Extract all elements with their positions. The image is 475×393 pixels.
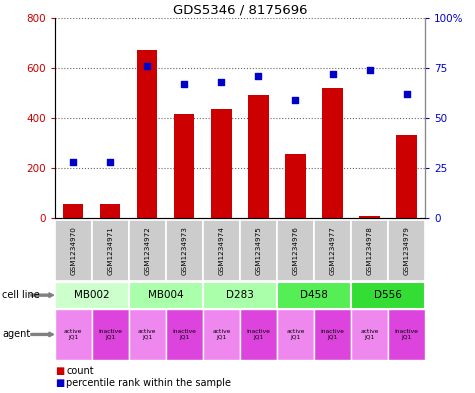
Text: count: count — [66, 366, 94, 376]
Point — [403, 91, 410, 97]
Text: GSM1234971: GSM1234971 — [107, 226, 113, 275]
Point — [106, 159, 114, 165]
Text: MB004: MB004 — [148, 290, 184, 300]
Text: inactive
JQ1: inactive JQ1 — [247, 329, 270, 340]
Text: active
JQ1: active JQ1 — [64, 329, 82, 340]
Bar — [277, 220, 314, 281]
Text: D556: D556 — [374, 290, 402, 300]
Text: MB002: MB002 — [74, 290, 109, 300]
Text: GSM1234976: GSM1234976 — [293, 226, 298, 275]
Bar — [137, 50, 157, 218]
Text: percentile rank within the sample: percentile rank within the sample — [66, 378, 231, 388]
Point — [143, 62, 151, 69]
Bar — [285, 154, 305, 218]
Bar — [166, 220, 203, 281]
Bar — [100, 204, 120, 218]
Point — [180, 81, 188, 87]
Bar — [203, 220, 240, 281]
Bar — [314, 220, 351, 281]
Bar — [55, 220, 92, 281]
Bar — [203, 309, 240, 360]
Point — [366, 67, 373, 73]
Text: GSM1234979: GSM1234979 — [404, 226, 409, 275]
Point — [292, 97, 299, 103]
Bar — [55, 282, 129, 309]
Bar — [166, 309, 203, 360]
Bar — [351, 309, 388, 360]
Bar — [55, 309, 92, 360]
Text: inactive
JQ1: inactive JQ1 — [395, 329, 418, 340]
Text: ■: ■ — [55, 378, 64, 388]
Bar — [129, 282, 203, 309]
Text: inactive
JQ1: inactive JQ1 — [172, 329, 196, 340]
Bar — [211, 109, 231, 218]
Text: cell line: cell line — [2, 290, 40, 300]
Text: inactive
JQ1: inactive JQ1 — [321, 329, 344, 340]
Bar — [174, 114, 194, 218]
Text: D283: D283 — [226, 290, 254, 300]
Bar — [397, 136, 417, 218]
Text: ■: ■ — [55, 366, 64, 376]
Point — [329, 71, 336, 77]
Bar — [388, 309, 425, 360]
Text: active
JQ1: active JQ1 — [361, 329, 379, 340]
Bar — [314, 309, 351, 360]
Point — [69, 159, 77, 165]
Bar — [388, 220, 425, 281]
Text: active
JQ1: active JQ1 — [138, 329, 156, 340]
Bar — [351, 282, 425, 309]
Bar — [277, 309, 314, 360]
Text: D458: D458 — [300, 290, 328, 300]
Text: GSM1234978: GSM1234978 — [367, 226, 372, 275]
Bar — [203, 282, 277, 309]
Bar — [248, 95, 268, 218]
Bar — [92, 220, 129, 281]
Text: GSM1234974: GSM1234974 — [218, 226, 224, 275]
Bar — [351, 220, 388, 281]
Text: GSM1234973: GSM1234973 — [181, 226, 187, 275]
Title: GDS5346 / 8175696: GDS5346 / 8175696 — [172, 4, 307, 17]
Text: GSM1234977: GSM1234977 — [330, 226, 335, 275]
Point — [218, 79, 225, 85]
Point — [255, 73, 262, 79]
Bar — [63, 204, 83, 218]
Text: GSM1234970: GSM1234970 — [70, 226, 76, 275]
Bar — [129, 220, 166, 281]
Bar — [277, 282, 351, 309]
Text: active
JQ1: active JQ1 — [212, 329, 230, 340]
Bar — [92, 309, 129, 360]
Bar — [323, 88, 342, 218]
Text: GSM1234975: GSM1234975 — [256, 226, 261, 275]
Bar — [240, 309, 277, 360]
Text: agent: agent — [2, 329, 30, 340]
Bar — [360, 216, 380, 218]
Bar — [129, 309, 166, 360]
Bar — [240, 220, 277, 281]
Text: active
JQ1: active JQ1 — [286, 329, 304, 340]
Text: GSM1234972: GSM1234972 — [144, 226, 150, 275]
Text: inactive
JQ1: inactive JQ1 — [98, 329, 122, 340]
